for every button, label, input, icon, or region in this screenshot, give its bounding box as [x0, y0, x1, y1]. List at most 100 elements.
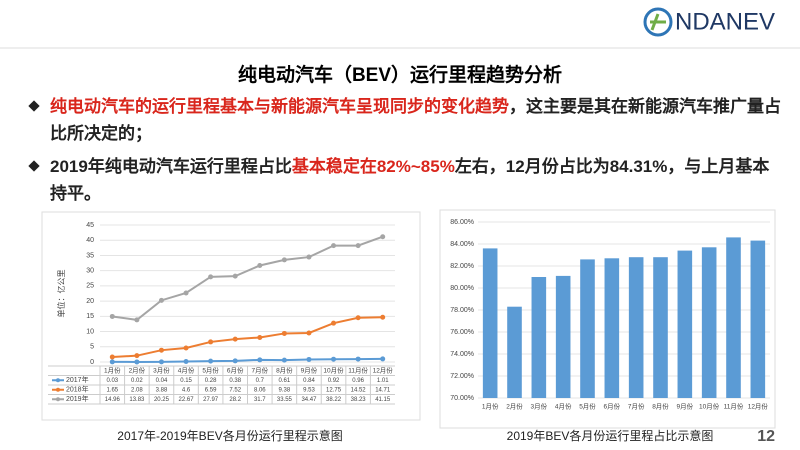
data-label: 14.96 [105, 397, 121, 403]
data-label: 33.55 [277, 397, 293, 403]
x-tick-label: 7月份 [251, 365, 268, 374]
x-tick-label: 3月份 [153, 365, 170, 374]
data-label: 38.23 [351, 397, 367, 403]
x-tick-label: 5月份 [579, 402, 596, 411]
point [281, 257, 287, 263]
bar [701, 247, 717, 398]
y-tick-label: 5 [90, 344, 94, 351]
point [158, 297, 164, 303]
x-tick-label: 5月份 [202, 365, 219, 374]
data-label: 0.96 [352, 378, 364, 384]
x-tick-label: 2月份 [129, 365, 146, 374]
y-tick-label: 20 [86, 298, 94, 305]
point [331, 243, 337, 249]
bar [555, 275, 571, 398]
page-number: 12 [757, 428, 775, 445]
y-tick-label: 40 [86, 237, 94, 244]
point [134, 317, 140, 323]
point [208, 339, 214, 345]
y-tick-label: 35 [86, 252, 94, 259]
data-label: 13.83 [129, 397, 145, 403]
point [380, 356, 386, 362]
x-tick-label: 3月份 [531, 402, 548, 411]
y-tick-label: 82.00% [450, 263, 474, 270]
point [355, 315, 361, 321]
bar [604, 258, 620, 398]
y-tick-label: 25 [86, 283, 94, 290]
point [306, 356, 312, 362]
y-tick-label: 0 [90, 359, 94, 366]
line [112, 316, 383, 358]
point [355, 243, 361, 249]
point [281, 357, 287, 363]
bullet-text: 2019年纯电动汽车运行里程占比 [50, 157, 292, 176]
bar [531, 277, 547, 398]
data-label: 0.28 [205, 378, 217, 384]
point [109, 354, 115, 360]
y-tick-label: 76.00% [450, 329, 474, 336]
data-label: 20.25 [154, 397, 170, 403]
data-label: 2.08 [131, 387, 143, 393]
x-tick-label: 11月份 [724, 402, 744, 411]
x-tick-label: 12月份 [748, 402, 769, 411]
x-tick-label: 4月份 [178, 365, 195, 374]
data-label: 0.03 [106, 378, 118, 384]
bullet-text: 左右，12月份占比为84.31%，与上月基本持平。 [50, 157, 770, 203]
point [232, 358, 238, 364]
point [134, 359, 140, 365]
y-tick-label: 74.00% [450, 351, 474, 358]
x-tick-label: 10月份 [323, 365, 344, 374]
point [183, 359, 189, 365]
x-tick-label: 4月份 [555, 402, 572, 411]
bar [482, 248, 498, 398]
point [355, 356, 361, 362]
point [306, 330, 312, 336]
point [158, 347, 164, 353]
x-tick-label: 11月份 [348, 365, 368, 374]
data-label: 9.38 [279, 387, 291, 393]
data-label: 31.7 [254, 397, 266, 403]
bar [580, 259, 595, 398]
y-tick-label: 80.00% [450, 285, 474, 292]
point [109, 313, 115, 319]
x-tick-label: 10月份 [699, 402, 720, 411]
data-label: 1.65 [106, 387, 118, 393]
logo-icon [650, 13, 666, 31]
data-label: 0.04 [156, 378, 168, 384]
line [112, 357, 383, 363]
point [183, 345, 189, 351]
data-label: 0.7 [256, 378, 265, 384]
data-label: 0.84 [303, 378, 315, 384]
point [109, 359, 115, 365]
data-label: 14.52 [351, 387, 367, 393]
point [183, 290, 189, 296]
bar [628, 257, 644, 398]
point [281, 330, 287, 336]
data-label: 1.01 [377, 378, 389, 384]
legend-label: 2019年 [66, 394, 89, 403]
data-label: 7.52 [229, 387, 241, 393]
y-tick-label: 86.00% [450, 219, 474, 226]
data-label: 22.67 [179, 397, 195, 403]
bar [677, 250, 693, 398]
legend-marker [56, 397, 60, 402]
point [380, 314, 386, 320]
data-label: 28.2 [229, 397, 241, 403]
caption: 2017年-2019年BEV各月份运行里程示意图 [117, 428, 342, 443]
y-tick-label: 45 [86, 222, 94, 229]
point [257, 262, 263, 268]
data-label: 0.15 [180, 378, 192, 384]
data-label: 3.88 [156, 387, 168, 393]
point [232, 336, 238, 342]
caption: 2019年BEV各月份运行里程占比示意图 [507, 428, 714, 443]
bullet: 纯电动汽车的运行里程基本与新能源汽车呈现同步的变化趋势，这主要是其在新能源汽车推… [50, 93, 785, 147]
point [232, 273, 238, 279]
point [257, 334, 263, 340]
slide-title: 纯电动汽车（BEV）运行里程趋势分析 [238, 63, 562, 86]
data-label: 4.6 [182, 387, 191, 393]
x-tick-label: 8月份 [276, 365, 293, 374]
data-label: 8.06 [254, 387, 266, 393]
data-label: 0.61 [279, 378, 291, 384]
y-tick-label: 78.00% [450, 307, 474, 314]
